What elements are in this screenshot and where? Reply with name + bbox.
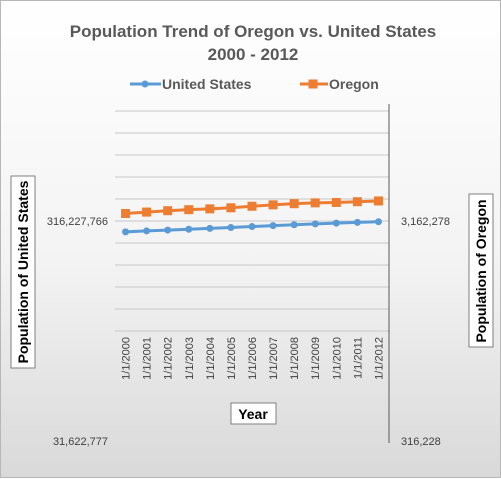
left-tick-label-bottom: 31,622,777 <box>53 436 108 448</box>
right-tick-label-bottom: 316,228 <box>401 436 441 448</box>
data-point-oregon <box>205 204 215 214</box>
legend-item-oregon: Oregon <box>300 76 379 92</box>
data-point-oregon <box>247 201 257 211</box>
x-tick-label: 1/1/2012 <box>373 337 385 380</box>
x-axis-title-text: Year <box>238 406 268 422</box>
data-point-oregon <box>331 197 341 207</box>
legend-swatch-marker-united-states <box>141 80 149 88</box>
legend: United States Oregon <box>130 76 379 92</box>
legend-label-united-states: United States <box>162 76 252 92</box>
data-point-united-states <box>290 221 298 229</box>
data-point-oregon <box>310 198 320 208</box>
x-tick-label: 1/1/2003 <box>184 337 196 380</box>
x-tick-label: 1/1/2000 <box>121 337 133 380</box>
x-tick-label: 1/1/2004 <box>205 337 217 380</box>
x-tick-label: 1/1/2007 <box>268 337 280 380</box>
data-point-united-states <box>374 218 382 226</box>
data-point-united-states <box>269 222 277 230</box>
x-tick-label: 1/1/2010 <box>331 337 343 380</box>
data-point-oregon <box>373 196 383 206</box>
data-point-united-states <box>206 224 214 232</box>
y-axis-title-right: Population of Oregon <box>468 193 494 348</box>
gridlines <box>115 110 389 332</box>
data-point-united-states <box>122 228 130 236</box>
y-axis-title-right-box <box>468 193 494 348</box>
data-point-oregon <box>184 205 194 215</box>
series-layer <box>121 196 383 236</box>
y-axis-title-left-text: Population of United States <box>15 180 31 363</box>
data-point-oregon <box>268 200 278 210</box>
legend-swatch-marker-oregon <box>308 79 318 89</box>
legend-item-united-states: United States <box>130 76 252 92</box>
data-point-united-states <box>164 226 172 234</box>
chart-title: Population Trend of Oregon vs. United St… <box>70 22 436 41</box>
data-point-oregon <box>142 207 152 217</box>
data-point-oregon <box>121 208 131 218</box>
data-point-oregon <box>163 206 173 216</box>
x-tick-label: 1/1/2005 <box>226 337 238 380</box>
x-tick-label: 1/1/2011 <box>352 337 364 379</box>
data-point-oregon <box>352 197 362 207</box>
x-tick-label: 1/1/2008 <box>289 337 301 380</box>
data-point-united-states <box>227 223 235 231</box>
x-tick-label: 1/1/2006 <box>247 337 259 380</box>
data-point-united-states <box>248 223 256 231</box>
x-tick-label: 1/1/2009 <box>310 337 322 380</box>
y-axis-title-left-box <box>10 175 36 369</box>
data-point-united-states <box>353 218 361 226</box>
x-tick-labels: 1/1/2000 1/1/2001 1/1/2002 1/1/2003 1/1/2004… <box>121 337 386 380</box>
x-tick-label: 1/1/2001 <box>142 337 154 380</box>
chart-subtitle: 2000 - 2012 <box>208 45 299 64</box>
data-point-united-states <box>185 225 193 233</box>
right-tick-label-top: 3,162,278 <box>401 216 450 228</box>
data-point-oregon <box>226 203 236 213</box>
x-tick-label: 1/1/2002 <box>163 337 175 380</box>
left-tick-label-top: 316,227,766 <box>47 216 108 228</box>
x-axis-title-box <box>230 402 277 425</box>
data-point-united-states <box>311 220 319 228</box>
y-axis-title-left: Population of United States <box>10 175 36 369</box>
x-axis-title: Year <box>230 402 277 425</box>
y-axis-title-right-text: Population of Oregon <box>473 199 489 342</box>
legend-label-oregon: Oregon <box>329 76 379 92</box>
data-point-united-states <box>143 227 151 235</box>
data-point-united-states <box>332 219 340 227</box>
data-point-oregon <box>289 199 299 209</box>
